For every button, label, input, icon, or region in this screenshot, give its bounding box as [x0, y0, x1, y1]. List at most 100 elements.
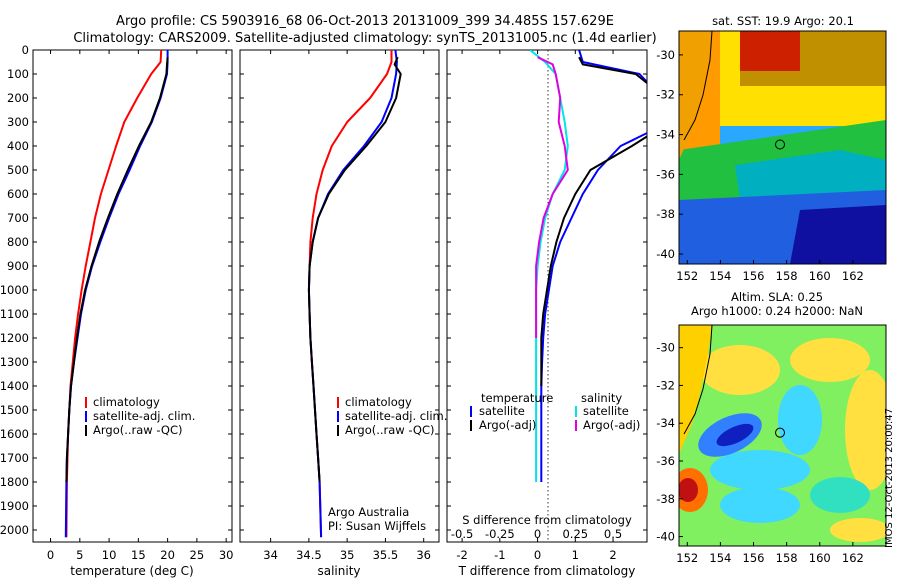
- difference-series: [529, 50, 647, 482]
- lon-tick-label: 162: [842, 551, 864, 565]
- argo-location-marker: [775, 139, 786, 150]
- salinity-x-label: salinity: [317, 564, 360, 578]
- s-tick-label: 0.25: [562, 527, 588, 541]
- temperature-legend: climatology satellite-adj. clim. Argo(..…: [85, 395, 195, 437]
- s-difference-ticks: -0.5 -0.25 0 0.25 0.5: [451, 527, 622, 541]
- y-tick-label: 500: [7, 163, 29, 177]
- x-tick-label: -2: [456, 548, 467, 562]
- lat-tick-label: -30: [656, 48, 675, 62]
- y-tick-label: 900: [7, 259, 29, 273]
- salinity-y-ticks: [240, 49, 439, 531]
- x-tick-label: 30: [219, 548, 234, 562]
- legend-label-argo: Argo(..raw -QC): [345, 423, 435, 437]
- s-tick-label: -0.5: [451, 527, 473, 541]
- sla-map-title-line1: Altim. SLA: 0.25: [731, 290, 823, 304]
- lat-tick-label: -38: [656, 207, 675, 221]
- lon-tick-label: 154: [709, 269, 731, 283]
- legend-label-s-argo: Argo(-adj): [583, 418, 640, 432]
- legend-label-argo: Argo(..raw -QC): [93, 423, 183, 437]
- salinity-legend: climatology satellite-adj. clim. Argo(..…: [337, 395, 447, 437]
- difference-y-ticks: [447, 49, 647, 531]
- temperature-x-label: temperature (deg C): [70, 564, 193, 578]
- x-tick-label: 15: [131, 548, 146, 562]
- y-tick-label: 700: [7, 211, 29, 225]
- lat-tick-label: -36: [656, 454, 675, 468]
- lon-tick-label: 154: [709, 551, 731, 565]
- lon-tick-label: 160: [809, 551, 831, 565]
- temperature-y-ticks: 0 100 200 300 400 500 600 700 800 900 1000 1100 1200…: [0, 43, 232, 537]
- y-tick-label: 1800: [0, 475, 29, 489]
- sst-map-ticks: 152 154 156 158 160 162 -30 -32 -34 -36 -38 -40: [656, 48, 864, 283]
- x-tick-label: 35: [340, 548, 355, 562]
- y-tick-label: 2000: [0, 523, 29, 537]
- annotation-pi: PI: Susan Wijffels: [328, 519, 426, 533]
- series-line-satellite: [540, 50, 647, 482]
- x-tick-label: 1: [572, 548, 579, 562]
- sst-map-panel: sat. SST: 19.9 Argo: 20.1 152 154 156 158 16…: [656, 14, 887, 283]
- difference-x-ticks: -2 -1 0 1 2: [456, 50, 617, 562]
- s-tick-label: -0.25: [485, 527, 515, 541]
- lon-tick-label: 158: [776, 551, 798, 565]
- temperature-series: [64, 50, 169, 538]
- y-tick-label: 0: [22, 43, 29, 57]
- argo-location-marker: [775, 427, 786, 438]
- x-tick-label: 36: [416, 548, 431, 562]
- legend-label-climatology: climatology: [93, 395, 160, 409]
- y-tick-label: 1300: [0, 355, 29, 369]
- lon-tick-label: 160: [809, 269, 831, 283]
- lat-tick-label: -30: [656, 341, 675, 355]
- lat-tick-label: -38: [656, 492, 675, 506]
- s-tick-label: 0.5: [604, 527, 622, 541]
- y-tick-label: 100: [7, 67, 29, 81]
- y-tick-label: 800: [7, 235, 29, 249]
- salinity-axes-frame: [239, 49, 440, 543]
- x-tick-label: 34.5: [296, 548, 322, 562]
- lat-tick-label: -32: [656, 378, 675, 392]
- legend-title-temperature: temperature: [481, 391, 553, 405]
- legend-label-satellite-adj: satellite-adj. clim.: [93, 409, 195, 423]
- x-tick-label: 0: [534, 548, 541, 562]
- x-tick-label: 34: [263, 548, 278, 562]
- legend-label-s-satellite: satellite: [583, 404, 629, 418]
- sst-map-title: sat. SST: 19.9 Argo: 20.1: [712, 14, 854, 28]
- difference-legend: temperature satellite Argo(-adj) salinit…: [470, 391, 640, 432]
- x-tick-label: 35.5: [373, 548, 399, 562]
- figure-title-line2: Climatology: CARS2009. Satellite-adjuste…: [73, 31, 656, 46]
- lat-tick-label: -36: [656, 167, 675, 181]
- sst-map-image: [679, 31, 886, 264]
- salinity-series: [307, 50, 402, 538]
- sla-map-image: [679, 325, 886, 546]
- lon-tick-label: 156: [743, 269, 765, 283]
- y-tick-label: 1400: [0, 379, 29, 393]
- legend-label-t-argo: Argo(-adj): [479, 418, 536, 432]
- sla-map-frame: [678, 324, 887, 547]
- sla-map-ticks: 152 154 156 158 160 162 -30 -32 -34 -36 -38 -40: [656, 341, 864, 565]
- y-tick-label: 200: [7, 91, 29, 105]
- series-line-argo-raw-qc: [65, 57, 169, 483]
- legend-label-t-satellite: satellite: [479, 404, 525, 418]
- y-tick-label: 1000: [0, 283, 29, 297]
- temperature-axes-frame: [32, 49, 233, 543]
- series-line-argo-adj: [540, 56, 647, 386]
- lat-tick-label: -34: [656, 128, 675, 142]
- x-tick-label: 25: [190, 548, 205, 562]
- lat-tick-label: -32: [656, 88, 675, 102]
- y-tick-label: 300: [7, 115, 29, 129]
- lon-tick-label: 158: [776, 269, 798, 283]
- s-tick-label: 0: [534, 527, 541, 541]
- sla-map-title-line2: Argo h1000: 0.24 h2000: NaN: [691, 304, 863, 318]
- series-line-argo-adj: [535, 56, 569, 338]
- salinity-panel: 34 34.5 35 35.5 36 salinity climatology sate…: [239, 49, 447, 578]
- sla-map-panel: Altim. SLA: 0.25 Argo h1000: 0.24 h2000:…: [656, 290, 887, 565]
- y-tick-label: 600: [7, 187, 29, 201]
- y-tick-label: 400: [7, 139, 29, 153]
- temperature-x-ticks: 0 5 10 15 20 25 30: [47, 50, 234, 562]
- x-tick-label: 10: [102, 548, 117, 562]
- legend-title-salinity: salinity: [581, 391, 622, 405]
- lon-tick-label: 152: [676, 269, 698, 283]
- x-tick-label: 20: [160, 548, 175, 562]
- temperature-panel: 0100200300400500600700800900100011001200…: [0, 43, 233, 578]
- legend-label-climatology: climatology: [345, 395, 412, 409]
- y-tick-label: 1700: [0, 451, 29, 465]
